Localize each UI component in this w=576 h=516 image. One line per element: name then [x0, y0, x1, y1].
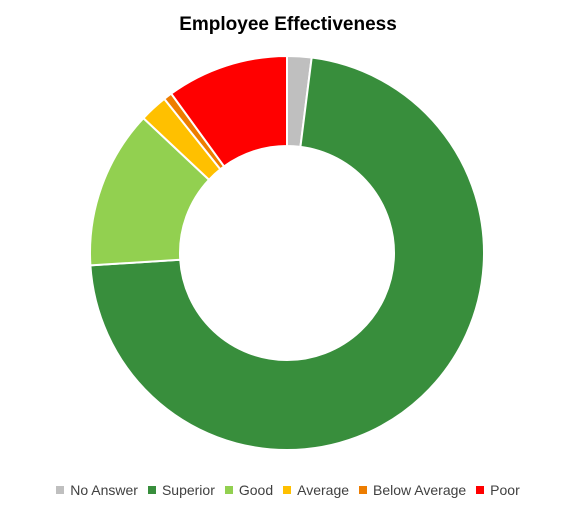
legend-label: Superior — [161, 482, 215, 498]
slice-poor — [169, 54, 288, 168]
legend-item-superior: Superior — [147, 482, 215, 498]
legend-item-no-answer: No Answer — [56, 482, 138, 498]
legend-item-below-average: Below Average — [359, 482, 466, 498]
legend-item-poor: Poor — [476, 482, 520, 498]
legend-label: Below Average — [373, 482, 467, 498]
legend-label: Poor — [490, 482, 520, 498]
legend-swatch — [476, 486, 485, 494]
donut-chart — [89, 54, 485, 451]
slice-superior — [89, 56, 485, 451]
legend-label: No Answer — [70, 482, 138, 498]
chart-legend: No Answer Superior Good Average Below Averag… — [0, 482, 576, 498]
legend-item-average: Average — [283, 482, 349, 498]
legend-swatch — [359, 486, 368, 494]
legend-label: Average — [297, 482, 350, 498]
chart-title: Employee Effectiveness — [179, 14, 397, 35]
legend-swatch — [147, 486, 156, 494]
legend-swatch — [283, 486, 292, 494]
legend-swatch — [56, 486, 65, 494]
legend-item-good: Good — [224, 482, 274, 498]
legend-swatch — [224, 486, 233, 494]
legend-label: Good — [238, 482, 274, 498]
